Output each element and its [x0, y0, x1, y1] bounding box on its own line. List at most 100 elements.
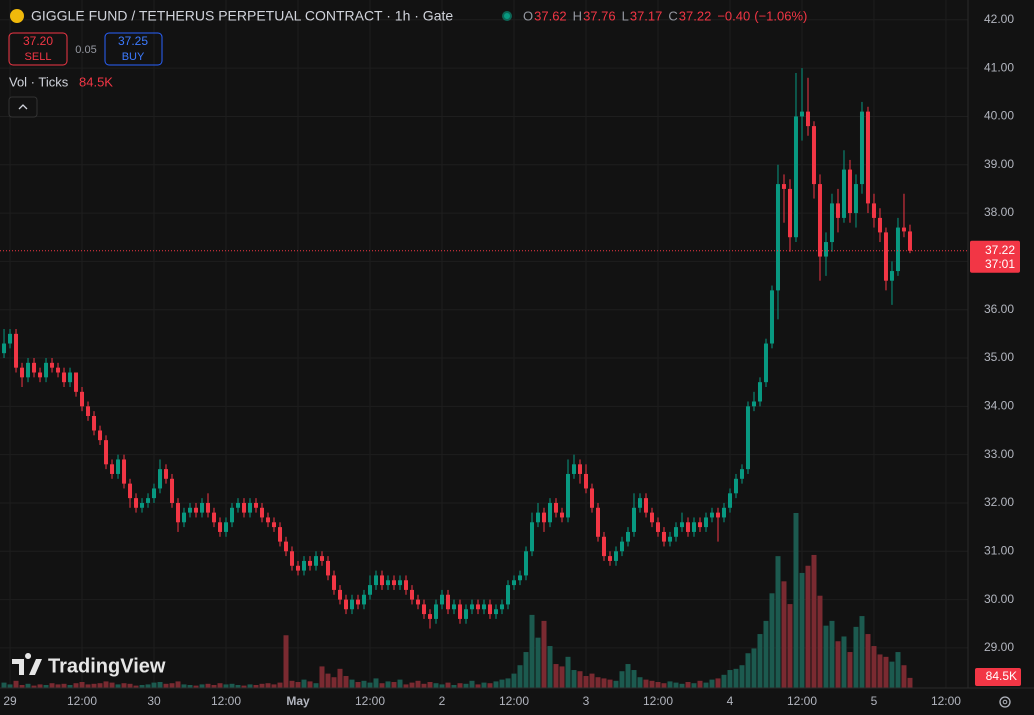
volume-bar	[595, 677, 601, 688]
volume-bar	[499, 679, 505, 688]
last-price-label: 37.22	[985, 243, 1015, 257]
change: −0.40	[717, 8, 750, 23]
candle-body	[350, 599, 355, 610]
candle-body	[272, 522, 277, 528]
buy-button[interactable]	[104, 32, 163, 66]
y-tick-label: 29.00	[984, 640, 1014, 654]
buy-price: 37.25	[118, 34, 148, 48]
candle-body	[284, 541, 289, 552]
candle-body	[637, 498, 642, 508]
volume-bar	[745, 653, 751, 688]
volume-bar	[169, 683, 175, 688]
candle-body	[452, 604, 457, 610]
volume-bar	[343, 676, 349, 688]
buy-label: BUY	[122, 51, 145, 63]
volume-bar	[145, 684, 151, 688]
volume-bar	[523, 652, 529, 688]
volume-bar	[301, 679, 307, 688]
candle-body	[332, 575, 337, 590]
candle-body	[392, 580, 397, 586]
volume-bar	[769, 593, 775, 688]
volume-bar	[739, 665, 745, 688]
x-tick-label: 2	[439, 694, 446, 708]
candle-body	[8, 333, 13, 344]
volume-badge	[975, 668, 1021, 686]
candle-body	[691, 522, 696, 532]
countdown: 37:01	[985, 257, 1015, 271]
volume-bar	[571, 670, 577, 688]
volume-bar	[13, 680, 19, 688]
candle-body	[338, 589, 343, 600]
candle-body	[38, 372, 43, 378]
volume-bar	[787, 604, 793, 688]
volume-bar	[559, 666, 565, 688]
x-tick-label: 30	[147, 694, 161, 708]
candle-body	[553, 502, 558, 513]
symbol-title[interactable]: GIGGLE FUND / TETHERUS PERPETUAL CONTRAC…	[31, 8, 453, 24]
market-status-dot	[504, 13, 510, 19]
candle-body	[386, 580, 391, 586]
y-tick-label: 41.00	[984, 60, 1014, 74]
candle-body	[44, 362, 49, 378]
candle-body	[218, 522, 223, 532]
volume-bar	[211, 685, 217, 688]
y-tick-label: 32.00	[984, 495, 1014, 509]
volume-bar	[379, 683, 385, 688]
candle-body	[398, 580, 403, 586]
candle-body	[434, 604, 439, 619]
volume-badge-label: 84.5K	[986, 669, 1017, 683]
volume-bar	[415, 680, 421, 688]
x-tick-label: 12:00	[643, 694, 673, 708]
volume-bar	[577, 671, 583, 688]
volume-bar	[241, 685, 247, 688]
candle-body	[2, 343, 7, 354]
candle-body	[446, 594, 451, 610]
x-tick-label: 12:00	[787, 694, 817, 708]
volume-bar	[31, 685, 37, 688]
candle-body	[871, 203, 876, 218]
candle-body	[104, 440, 109, 465]
volume-bar	[451, 685, 457, 688]
settings-icon[interactable]	[999, 696, 1011, 708]
candle-body	[464, 609, 469, 619]
candle-body	[242, 502, 247, 513]
volume-bar	[763, 620, 769, 688]
volume-bar	[661, 683, 667, 688]
candle-body	[194, 507, 199, 513]
x-tick-label: 29	[3, 694, 17, 708]
volume-bar	[295, 682, 301, 688]
candle-body	[116, 459, 121, 474]
candle-body	[56, 367, 61, 373]
last-price-badge	[970, 240, 1020, 273]
candle-body	[607, 556, 612, 561]
candle-body	[697, 522, 702, 528]
volume-bar	[259, 683, 265, 688]
candle-body	[883, 232, 888, 281]
sell-label: SELL	[25, 51, 52, 63]
volume-bar	[853, 626, 859, 688]
candle-body	[625, 531, 630, 542]
volume-bar	[433, 683, 439, 688]
volume-bar	[829, 620, 835, 688]
collapse-button[interactable]	[8, 96, 38, 118]
volume-bar	[667, 681, 673, 688]
candle-body	[817, 184, 822, 257]
candle-body	[511, 580, 516, 586]
volume-bar	[619, 671, 625, 688]
y-tick-label: 33.00	[984, 447, 1014, 461]
candle-body	[823, 242, 828, 257]
candles	[2, 68, 912, 629]
symbol-icon	[10, 9, 24, 23]
volume-bar	[631, 670, 637, 688]
y-tick-label: 35.00	[984, 350, 1014, 364]
sell-button[interactable]	[8, 32, 68, 66]
sell-price: 37.20	[23, 34, 53, 48]
volume-bar	[229, 683, 235, 688]
x-tick-label: 12:00	[931, 694, 961, 708]
candle-body	[356, 599, 361, 605]
volume-bar	[79, 682, 85, 688]
volume-bar	[475, 684, 481, 688]
volume-bar	[469, 680, 475, 688]
volume-bar	[271, 684, 277, 688]
